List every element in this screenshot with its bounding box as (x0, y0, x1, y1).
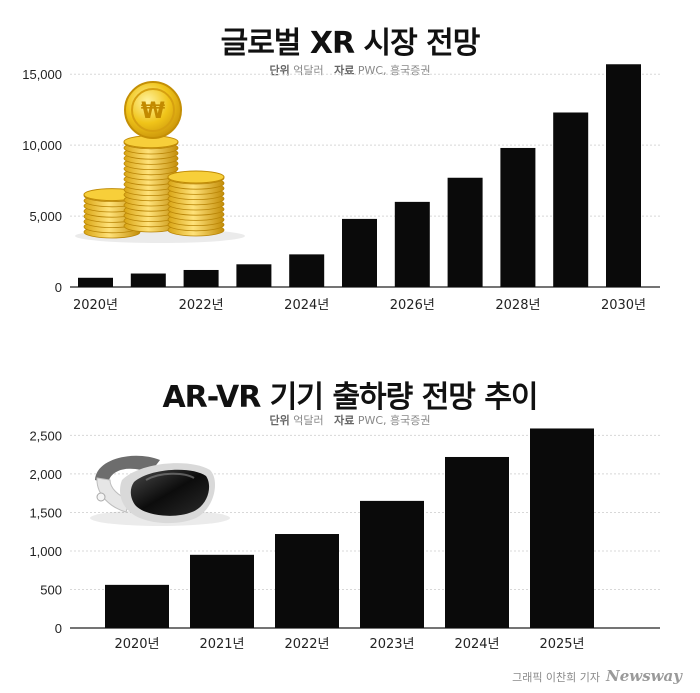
chart2-bar-2024년 (445, 456, 509, 628)
chart2-bar-2023년 (360, 500, 424, 628)
chart2-unit-value: 억달러 (293, 414, 324, 427)
chart2-source-key: 자료 (334, 414, 355, 427)
chart1-bar-2025년 (342, 218, 377, 287)
svg-text:₩: ₩ (141, 99, 165, 124)
chart1-source-value: PWC, 흥국증권 (357, 64, 431, 77)
chart1-x-tick-label: 2028년 (495, 298, 540, 313)
chart1-y-tick-label: 5,000 (29, 209, 62, 224)
chart1-x-tick-label: 2024년 (284, 298, 329, 313)
chart2-y-tick-label: 1,000 (29, 544, 62, 559)
chart1-bar-2023년 (236, 264, 272, 287)
chart1-bar-2030년 (606, 64, 641, 287)
chart2-title: AR-VR 기기 출하량 전망 추이 (162, 380, 538, 415)
chart1-bar-2026년 (394, 201, 430, 287)
chart2-y-tick-label: 0 (55, 621, 62, 636)
chart2-bar-2021년 (190, 554, 254, 628)
chart2-bar-2025년 (530, 428, 594, 628)
gold-coins-icon: ₩ (75, 81, 245, 243)
chart2-bar-2022년 (275, 534, 339, 628)
chart1-bar-2024년 (289, 254, 325, 287)
chart1-bar-2027년 (447, 177, 483, 287)
credit-text: 그래픽 이찬희 기자 (512, 671, 601, 684)
chart2-unit-source: 단위 억달러 자료 PWC, 흥국증권 (0, 412, 700, 428)
chart2-y-tick-label: 2,500 (29, 428, 62, 443)
chart2-x-tick-label: 2025년 (539, 637, 584, 652)
chart2-x-tick-label: 2020년 (114, 637, 159, 652)
vr-headset-icon (90, 455, 230, 526)
chart2-x-tick-label: 2021년 (199, 637, 244, 652)
chart2-bar-2020년 (105, 584, 169, 628)
chart2-x-tick-label: 2024년 (454, 637, 499, 652)
chart1-bar-2022년 (183, 269, 219, 287)
chart1-title: 글로벌 XR 시장 전망 (220, 26, 481, 61)
chart2-x-tick-label: 2023년 (369, 637, 414, 652)
chart2-plot: 0 500 1,000 1,500 2,000 2,500 2020년 2021년 2022년 2… (29, 428, 660, 652)
chart1-plot: 0 5,000 10,000 15,000 2020년 2022년 2024년 2026년 20… (22, 64, 660, 313)
chart1-x-tick-label: 2022년 (179, 298, 224, 313)
chart2-y-tick-label: 2,000 (29, 467, 62, 482)
chart1-bar-2020년 (78, 277, 113, 287)
chart1-bar-2028년 (500, 147, 536, 287)
chart1-x-tick-label: 2020년 (73, 298, 118, 313)
chart2-y-tick-label: 500 (40, 582, 62, 597)
credit: 그래픽 이찬희 기자 Newsway (512, 667, 682, 685)
chart1-bar-2029년 (553, 112, 589, 288)
chart1-y-tick-label: 0 (55, 280, 62, 295)
chart1-x-tick-label: 2030년 (601, 298, 646, 313)
chart2-y-tick-label: 1,500 (29, 505, 62, 520)
brand-logo: Newsway (606, 667, 682, 685)
chart1-y-tick-label: 10,000 (22, 138, 62, 153)
chart1-y-tick-label: 15,000 (22, 67, 62, 82)
chart1-x-tick-label: 2026년 (390, 298, 435, 313)
chart1-bar-2021년 (130, 273, 166, 287)
chart2-x-tick-label: 2022년 (284, 637, 329, 652)
chart2-source-value: PWC, 흥국증권 (357, 414, 431, 427)
chart2-unit-key: 단위 (269, 414, 290, 427)
